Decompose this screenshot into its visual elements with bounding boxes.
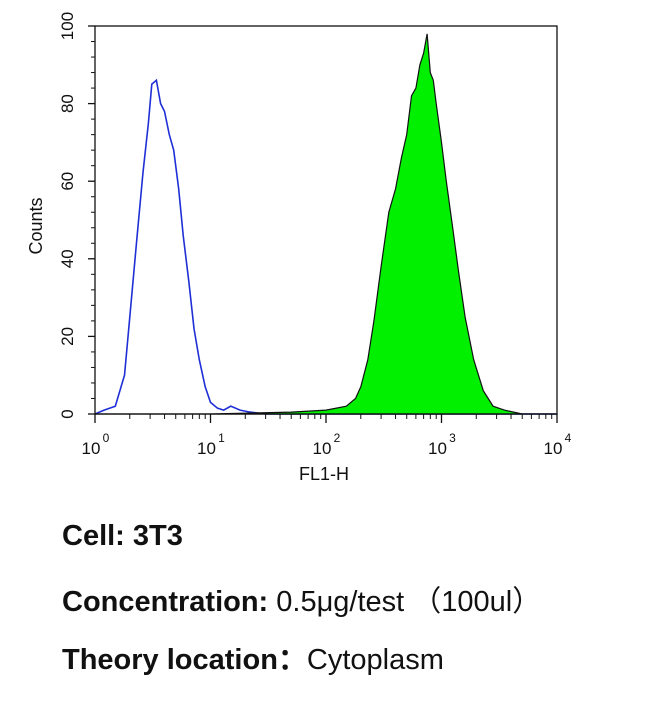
location-label: Theory location： — [62, 644, 307, 676]
series-1-filled-histogram — [95, 33, 557, 415]
x-tick-exponent: 2 — [334, 431, 341, 445]
x-tick-label: 10 — [82, 439, 101, 458]
y-tick-label: 0 — [58, 409, 77, 418]
location-caption: Theory location：Cytoplasm — [62, 636, 444, 678]
plot-frame — [94, 25, 558, 415]
y-tick-label: 80 — [58, 94, 77, 113]
y-axis-label: Counts — [26, 197, 46, 254]
x-tick-exponent: 3 — [449, 431, 456, 445]
cell-value: 3T3 — [132, 520, 183, 552]
x-tick-label: 10 — [428, 439, 447, 458]
x-axis-label: FL1-H — [299, 464, 349, 484]
x-tick-label: 10 — [544, 439, 563, 458]
series-0-outline-histogram — [94, 78, 557, 415]
y-tick-label: 20 — [58, 327, 77, 346]
x-tick-label: 10 — [313, 439, 332, 458]
y-tick-label: 40 — [58, 249, 77, 268]
cell-caption: Cell: 3T3 — [62, 520, 183, 553]
y-tick-label: 60 — [58, 172, 77, 191]
location-value: Cytoplasm — [306, 644, 444, 676]
x-tick-exponent: 0 — [103, 431, 110, 445]
x-tick-label: 10 — [197, 439, 216, 458]
concentration-value: 0.5μg/test （100ul） — [276, 586, 542, 618]
concentration-caption: Concentration: 0.5μg/test （100ul） — [62, 578, 541, 620]
x-tick-exponent: 4 — [565, 431, 572, 445]
concentration-label: Concentration: — [62, 586, 269, 618]
x-tick-exponent: 1 — [218, 431, 225, 445]
cell-label: Cell: — [62, 520, 125, 552]
plot-area — [94, 33, 557, 415]
y-tick-label: 100 — [58, 12, 77, 40]
